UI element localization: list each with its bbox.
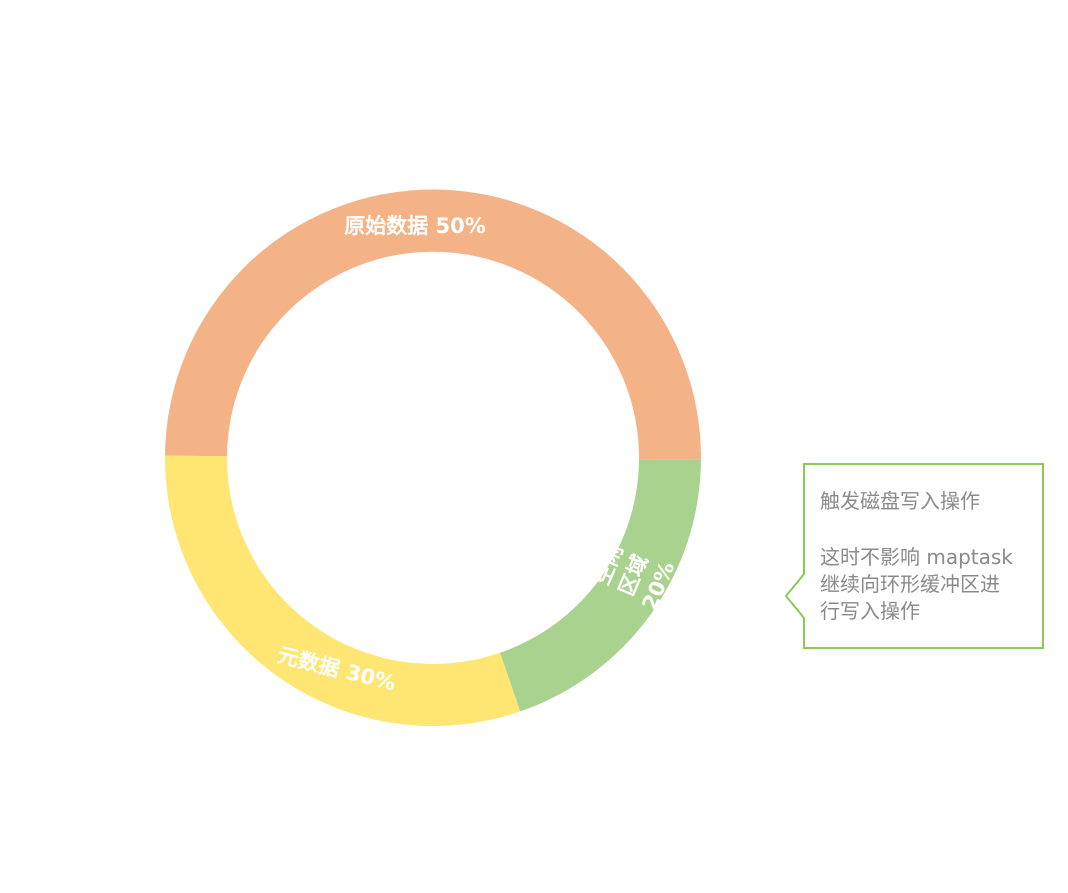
callout: 触发磁盘写入操作 这时不影响 maptask 继续向环形缓冲区进 行写入操作	[784, 463, 1044, 649]
segment-label-raw-data: 原始数据 50%	[344, 214, 486, 238]
callout-title: 触发磁盘写入操作	[820, 489, 980, 513]
segment-free-area	[500, 459, 701, 712]
callout-line-3: 行写入操作	[820, 599, 920, 623]
callout-line-1: 这时不影响 maptask	[820, 545, 1013, 569]
callout-border	[784, 463, 1044, 649]
segment-raw-data	[165, 189, 702, 460]
segment-metadata	[164, 455, 521, 727]
callout-line-2: 继续向环形缓冲区进	[820, 572, 1000, 596]
